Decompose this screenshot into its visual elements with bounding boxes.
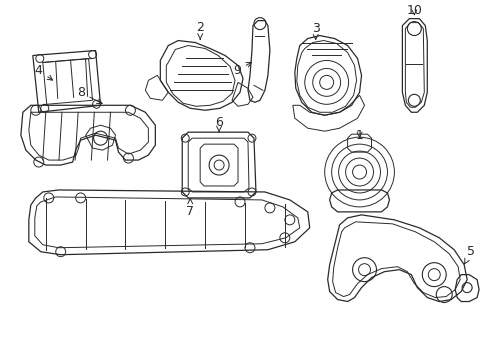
Text: 10: 10 <box>406 4 422 17</box>
Text: 1: 1 <box>355 129 363 142</box>
Text: 2: 2 <box>196 21 203 40</box>
Text: 5: 5 <box>464 245 474 264</box>
Text: 7: 7 <box>186 199 194 219</box>
Text: 6: 6 <box>215 116 223 132</box>
Text: 8: 8 <box>77 86 102 104</box>
Text: 9: 9 <box>233 62 251 77</box>
Text: 3: 3 <box>311 22 319 40</box>
Text: 4: 4 <box>35 64 53 80</box>
